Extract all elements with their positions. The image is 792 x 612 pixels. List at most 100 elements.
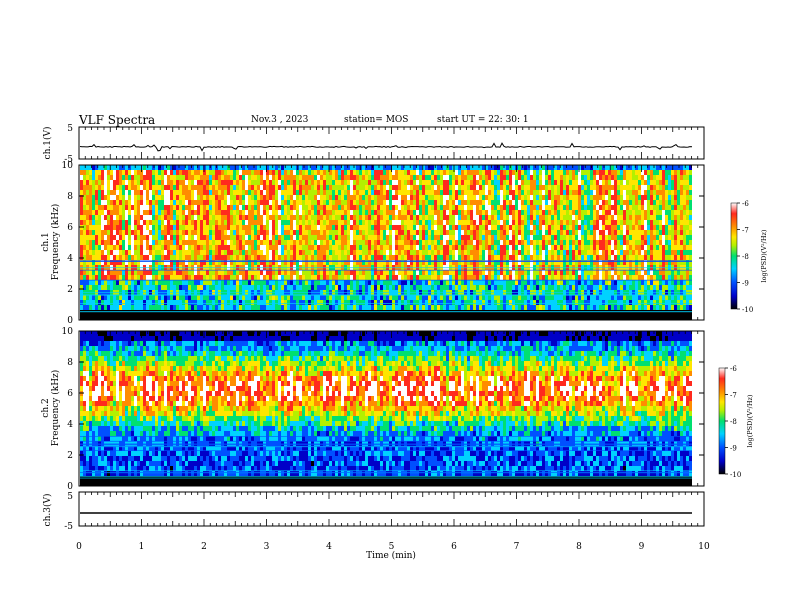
spectrogram-cell (440, 175, 443, 180)
ch1-spectrogram-heatmap (79, 165, 704, 320)
spectrogram-cell (284, 285, 287, 290)
spectrogram-cell (176, 300, 179, 305)
spectrogram-cell (449, 305, 452, 310)
spectrogram-cell (164, 310, 167, 315)
spectrogram-cell (182, 275, 185, 280)
spectrogram-cell (356, 235, 359, 240)
spectrogram-cell (323, 300, 326, 305)
spectrogram-cell (479, 275, 482, 280)
spectrogram-cell (371, 305, 374, 310)
spectrogram-cell (248, 255, 251, 260)
spectrogram-cell (119, 285, 122, 290)
spectrogram-cell (362, 175, 365, 180)
spectrogram-cell (425, 175, 428, 180)
spectrogram-cell (224, 250, 227, 255)
spectrogram-cell (251, 300, 254, 305)
spectrogram-cell (485, 170, 488, 175)
spectrogram-cell (404, 300, 407, 305)
spectrogram-cell (104, 310, 107, 315)
spectrogram-cell (251, 225, 254, 230)
spectrogram-cell (467, 185, 470, 190)
spectrogram-cell (338, 200, 341, 205)
spectrogram-cell (464, 310, 467, 315)
spectrogram-cell (395, 285, 398, 290)
spectrogram-cell (215, 305, 218, 310)
spectrogram-cell (116, 270, 119, 275)
spectrogram-cell (185, 305, 188, 310)
spectrogram-cell (386, 225, 389, 230)
spectrogram-cell (92, 225, 95, 230)
spectrogram-cell (236, 235, 239, 240)
spectrogram-cell (179, 285, 182, 290)
spectrogram-cell (467, 305, 470, 310)
spectrogram-cell (386, 255, 389, 260)
spectrogram-cell (272, 210, 275, 215)
spectrogram-cell (464, 195, 467, 200)
spectrogram-cell (317, 250, 320, 255)
spectrogram-cell (161, 305, 164, 310)
spectrogram-cell (533, 200, 536, 205)
spectrogram-cell (539, 285, 542, 290)
spectrogram-cell (299, 285, 302, 290)
spectrogram-cell (182, 190, 185, 195)
spectrogram-cell (371, 295, 374, 300)
spectrogram-cell (410, 285, 413, 290)
spectrogram-cell (476, 200, 479, 205)
spectrogram-cell (128, 190, 131, 195)
spectrogram-cell (92, 275, 95, 280)
spectrogram-cell (278, 235, 281, 240)
spectrogram-cell (449, 285, 452, 290)
spectrogram-cell (455, 270, 458, 275)
spectrogram-cell (464, 295, 467, 300)
spectrogram-cell (395, 200, 398, 205)
spectrogram-cell (323, 230, 326, 235)
spectrogram-cell (272, 205, 275, 210)
spectrogram-cell (155, 225, 158, 230)
spectrogram-cell (476, 260, 479, 265)
spectrogram-cell (275, 205, 278, 210)
spectrogram-cell (239, 180, 242, 185)
spectrogram-cell (353, 310, 356, 315)
spectrogram-cell (395, 240, 398, 245)
spectrogram-cell (497, 235, 500, 240)
spectrogram-cell (281, 200, 284, 205)
spectrogram-cell (170, 270, 173, 275)
spectrogram-cell (473, 165, 476, 170)
spectrogram-cell (149, 305, 152, 310)
spectrogram-cell (230, 300, 233, 305)
spectrogram-cell (188, 165, 191, 170)
spectrogram-cell (419, 295, 422, 300)
spectrogram-cell (401, 215, 404, 220)
spectrogram-cell (191, 300, 194, 305)
spectrogram-cell (506, 205, 509, 210)
spectrogram-cell (173, 195, 176, 200)
spectrogram-cell (149, 260, 152, 265)
spectrogram-cell (314, 195, 317, 200)
spectrogram-cell (323, 235, 326, 240)
spectrogram-cell (260, 255, 263, 260)
spectrogram-cell (149, 300, 152, 305)
spectrogram-cell (527, 275, 530, 280)
spectrogram-cell (251, 210, 254, 215)
spectrogram-cell (494, 195, 497, 200)
spectrogram-cell (317, 210, 320, 215)
spectrogram-cell (284, 190, 287, 195)
spectrogram-cell (305, 200, 308, 205)
spectrogram-cell (86, 225, 89, 230)
spectrogram-cell (452, 165, 455, 170)
spectrogram-cell (209, 220, 212, 225)
spectrogram-cell (419, 285, 422, 290)
spectrogram-cell (116, 220, 119, 225)
spectrogram-cell (497, 270, 500, 275)
spectrogram-cell (488, 185, 491, 190)
spectrogram-cell (350, 235, 353, 240)
spectrogram-cell (512, 165, 515, 170)
spectrogram-cell (158, 260, 161, 265)
spectrogram-cell (389, 295, 392, 300)
spectrogram-cell (509, 170, 512, 175)
spectrogram-cell (266, 190, 269, 195)
spectrogram-cell (338, 305, 341, 310)
spectrogram-cell (194, 255, 197, 260)
spectrogram-cell (338, 185, 341, 190)
spectrogram-cell (212, 295, 215, 300)
